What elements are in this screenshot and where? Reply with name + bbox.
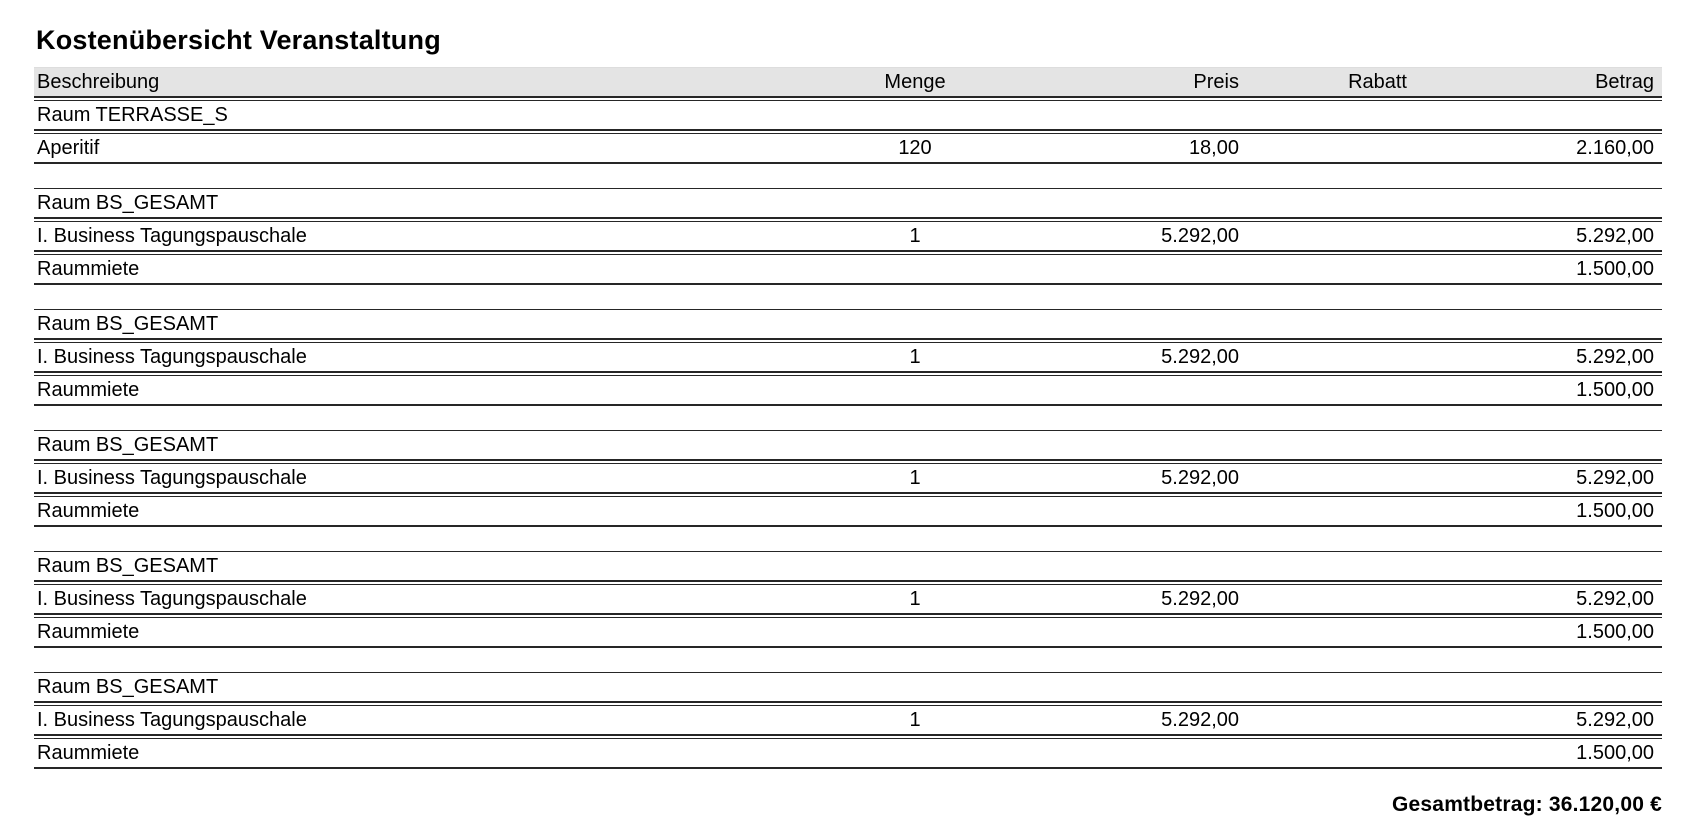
cell-beschreibung: Raum TERRASSE_S xyxy=(37,104,228,126)
cost-table: Beschreibung Menge Preis Rabatt Betrag R… xyxy=(34,67,1662,769)
column-header-preis: Preis xyxy=(1193,71,1239,93)
room-group: Raum BS_GESAMT I. Business Tagungspauscha… xyxy=(34,188,1662,285)
cell-beschreibung: Raummiete xyxy=(37,500,140,522)
column-header-beschreibung: Beschreibung xyxy=(37,71,160,93)
cell-beschreibung: Raummiete xyxy=(37,258,140,280)
cell-beschreibung: Raummiete xyxy=(37,379,140,401)
cell-beschreibung: Raum BS_GESAMT xyxy=(37,555,219,577)
cell-menge: 1 xyxy=(909,467,921,489)
room-group: Raum TERRASSE_S Aperitif 120 18,00 2.160,00 xyxy=(34,100,1662,164)
room-row: Raum TERRASSE_S xyxy=(34,100,1662,131)
cell-betrag: 5.292,00 xyxy=(1576,225,1654,247)
table-body: Raum TERRASSE_S Aperitif 120 18,00 2.160,00 R… xyxy=(34,100,1662,769)
column-header-betrag: Betrag xyxy=(1595,71,1654,93)
page-title: Kostenübersicht Veranstaltung xyxy=(36,25,441,55)
cell-beschreibung: I. Business Tagungspauschale xyxy=(37,346,307,368)
cell-betrag: 1.500,00 xyxy=(1576,379,1654,401)
cell-preis: 5.292,00 xyxy=(1161,709,1239,731)
room-row: Raum BS_GESAMT xyxy=(34,551,1662,582)
column-header-rabatt: Rabatt xyxy=(1348,71,1407,93)
cell-betrag: 5.292,00 xyxy=(1576,588,1654,610)
item-row: Raummiete 1.500,00 xyxy=(34,738,1662,769)
cell-beschreibung: Raum BS_GESAMT xyxy=(37,192,219,214)
cell-betrag: 1.500,00 xyxy=(1576,742,1654,764)
cell-preis: 18,00 xyxy=(1188,137,1239,159)
room-group: Raum BS_GESAMT I. Business Tagungspauscha… xyxy=(34,672,1662,769)
room-group: Raum BS_GESAMT I. Business Tagungspauscha… xyxy=(34,551,1662,648)
grand-total: Gesamtbetrag: 36.120,00 € xyxy=(1392,793,1662,816)
cell-beschreibung: Raum BS_GESAMT xyxy=(37,313,219,335)
item-row: I. Business Tagungspauschale 1 5.292,00 5.2… xyxy=(34,342,1662,373)
item-row: Raummiete 1.500,00 xyxy=(34,617,1662,648)
cost-report-page: Kostenübersicht Veranstaltung Beschreibu… xyxy=(34,25,1662,816)
cell-betrag: 1.500,00 xyxy=(1576,258,1654,280)
table-header-row: Beschreibung Menge Preis Rabatt Betrag xyxy=(34,67,1662,98)
cell-betrag: 2.160,00 xyxy=(1576,137,1654,159)
cell-menge: 120 xyxy=(898,137,932,159)
item-row: I. Business Tagungspauschale 1 5.292,00 5.2… xyxy=(34,584,1662,615)
cell-beschreibung: I. Business Tagungspauschale xyxy=(37,588,307,610)
room-row: Raum BS_GESAMT xyxy=(34,430,1662,461)
cell-menge: 1 xyxy=(909,346,921,368)
item-row: Aperitif 120 18,00 2.160,00 xyxy=(34,133,1662,164)
cell-beschreibung: I. Business Tagungspauschale xyxy=(37,467,307,489)
cell-betrag: 5.292,00 xyxy=(1576,467,1654,489)
item-row: Raummiete 1.500,00 xyxy=(34,254,1662,285)
cell-preis: 5.292,00 xyxy=(1161,467,1239,489)
cell-beschreibung: Aperitif xyxy=(37,137,100,159)
item-row: I. Business Tagungspauschale 1 5.292,00 5.2… xyxy=(34,221,1662,252)
cell-beschreibung: Raummiete xyxy=(37,742,140,764)
cell-betrag: 5.292,00 xyxy=(1576,346,1654,368)
item-row: I. Business Tagungspauschale 1 5.292,00 5.2… xyxy=(34,705,1662,736)
cell-beschreibung: Raum BS_GESAMT xyxy=(37,434,219,456)
cell-betrag: 5.292,00 xyxy=(1576,709,1654,731)
cell-menge: 1 xyxy=(909,588,921,610)
room-row: Raum BS_GESAMT xyxy=(34,672,1662,703)
cell-preis: 5.292,00 xyxy=(1161,346,1239,368)
column-header-menge: Menge xyxy=(884,71,946,93)
room-row: Raum BS_GESAMT xyxy=(34,309,1662,340)
cell-beschreibung: Raummiete xyxy=(37,621,140,643)
room-row: Raum BS_GESAMT xyxy=(34,188,1662,219)
cell-beschreibung: I. Business Tagungspauschale xyxy=(37,709,307,731)
cell-menge: 1 xyxy=(909,709,921,731)
room-group: Raum BS_GESAMT I. Business Tagungspauscha… xyxy=(34,309,1662,406)
cell-betrag: 1.500,00 xyxy=(1576,621,1654,643)
cell-preis: 5.292,00 xyxy=(1161,588,1239,610)
cell-menge: 1 xyxy=(909,225,921,247)
room-group: Raum BS_GESAMT I. Business Tagungspauscha… xyxy=(34,430,1662,527)
cell-preis: 5.292,00 xyxy=(1161,225,1239,247)
cell-beschreibung: I. Business Tagungspauschale xyxy=(37,225,307,247)
item-row: I. Business Tagungspauschale 1 5.292,00 5.2… xyxy=(34,463,1662,494)
cell-betrag: 1.500,00 xyxy=(1576,500,1654,522)
item-row: Raummiete 1.500,00 xyxy=(34,496,1662,527)
cell-beschreibung: Raum BS_GESAMT xyxy=(37,676,219,698)
item-row: Raummiete 1.500,00 xyxy=(34,375,1662,406)
